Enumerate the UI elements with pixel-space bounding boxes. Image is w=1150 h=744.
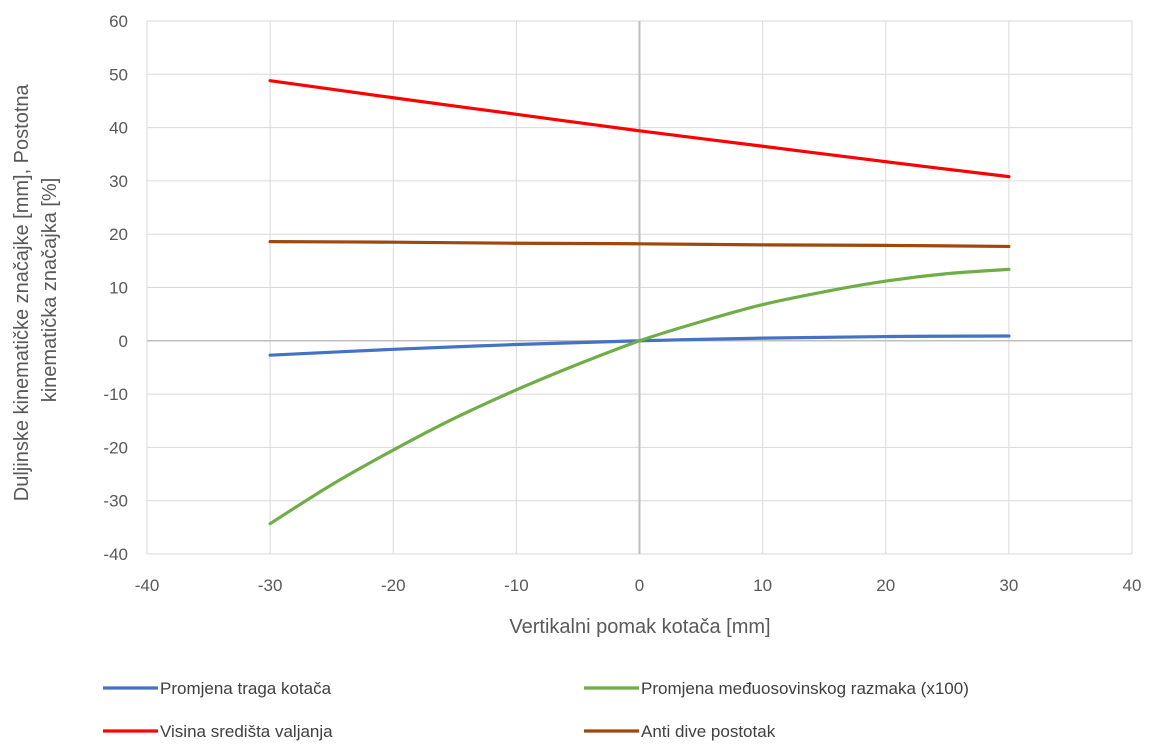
y-axis-title-line-2: kinematička značajka [%]: [39, 178, 61, 403]
legend-label: Anti dive postotak: [641, 722, 776, 741]
x-tick-label: 40: [1123, 576, 1142, 595]
legend-label: Promjena traga kotača: [160, 679, 332, 698]
legend: Promjena traga kotača Promjena međuosovin…: [103, 679, 969, 741]
legend-label: Promjena međuosovinskog razmaka (x100): [641, 679, 969, 698]
x-tick-label: 0: [635, 576, 644, 595]
legend-item: Promjena međuosovinskog razmaka (x100): [584, 679, 969, 698]
y-tick-label: -40: [103, 545, 128, 564]
y-tick-label: 60: [109, 12, 128, 31]
x-tick-label: -10: [504, 576, 529, 595]
x-tick-label: 30: [999, 576, 1018, 595]
y-tick-label: 20: [109, 225, 128, 244]
legend-label: Visina središta valjanja: [160, 722, 333, 741]
x-axis-title: Vertikalni pomak kotača [mm]: [509, 616, 770, 638]
y-tick-label: 30: [109, 172, 128, 191]
legend-item: Visina središta valjanja: [103, 722, 333, 741]
y-tick-label: 50: [109, 65, 128, 84]
legend-item: Anti dive postotak: [584, 722, 776, 741]
y-tick-label: 40: [109, 119, 128, 138]
legend-item: Promjena traga kotača: [103, 679, 332, 698]
y-tick-label: -20: [103, 438, 128, 457]
x-tick-labels: -40 -30 -20 -10 0 10 20 30 40: [135, 576, 1142, 595]
x-tick-label: 20: [876, 576, 895, 595]
x-tick-label: -40: [135, 576, 160, 595]
x-tick-label: -30: [258, 576, 283, 595]
x-tick-label: 10: [753, 576, 772, 595]
y-tick-labels: -40 -30 -20 -10 0 10 20 30 40 50 60: [103, 12, 128, 564]
y-tick-label: 10: [109, 279, 128, 298]
x-tick-label: -20: [381, 576, 406, 595]
y-tick-label: 0: [119, 332, 128, 351]
y-tick-label: -10: [103, 385, 128, 404]
y-axis-title-line-1: Duljinske kinematičke značajke [mm], Pos…: [11, 83, 33, 501]
y-tick-label: -30: [103, 492, 128, 511]
y-axis-title: Duljinske kinematičke značajke [mm], Pos…: [11, 79, 61, 501]
